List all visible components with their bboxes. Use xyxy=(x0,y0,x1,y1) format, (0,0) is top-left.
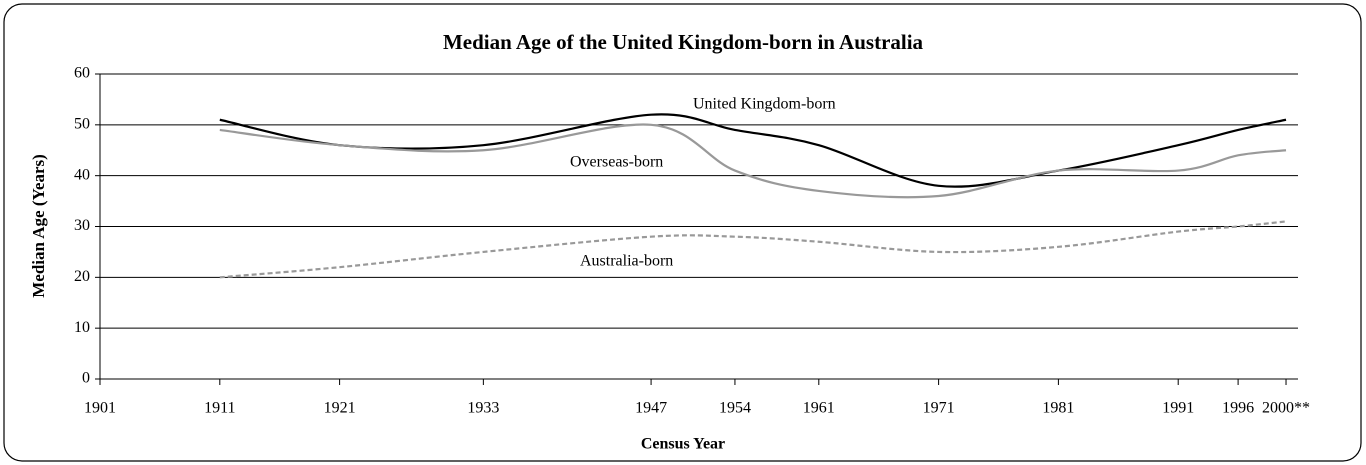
x-tick-label: 1954 xyxy=(719,400,751,417)
x-tick-label: 1971 xyxy=(923,400,955,417)
chart-title: Median Age of the United Kingdom-born in… xyxy=(443,30,924,54)
x-tick-label: 1981 xyxy=(1042,400,1074,417)
x-tick-label: 1947 xyxy=(635,400,667,417)
y-tick-label: 40 xyxy=(74,166,90,183)
y-tick-label: 10 xyxy=(74,319,90,336)
series-line xyxy=(219,220,1287,279)
y-tick-label: 50 xyxy=(74,116,90,133)
y-axis-label: Median Age (Years) xyxy=(29,154,48,298)
chart-frame xyxy=(3,3,1362,462)
x-tick-label: 2000** xyxy=(1262,400,1310,417)
y-tick-label: 20 xyxy=(74,268,90,285)
series-label: Australia-born xyxy=(580,253,673,270)
y-tick-label: 60 xyxy=(74,65,90,82)
series-label: United Kingdom-born xyxy=(693,96,836,113)
x-axis-label: Census Year xyxy=(641,436,725,453)
x-tick-label: 1996 xyxy=(1222,400,1254,417)
x-tick-label: 1921 xyxy=(324,400,356,417)
x-tick-label: 1911 xyxy=(204,400,235,417)
x-tick-label: 1933 xyxy=(467,400,499,417)
y-tick-label: 30 xyxy=(74,217,90,234)
x-tick-label: 1901 xyxy=(84,400,116,417)
series-label: Overseas-born xyxy=(570,154,663,171)
series-line xyxy=(219,123,1287,199)
series-line xyxy=(219,113,1287,188)
x-tick-label: 1961 xyxy=(803,400,835,417)
x-tick-label: 1991 xyxy=(1162,400,1194,417)
y-tick-label: 0 xyxy=(82,370,90,387)
